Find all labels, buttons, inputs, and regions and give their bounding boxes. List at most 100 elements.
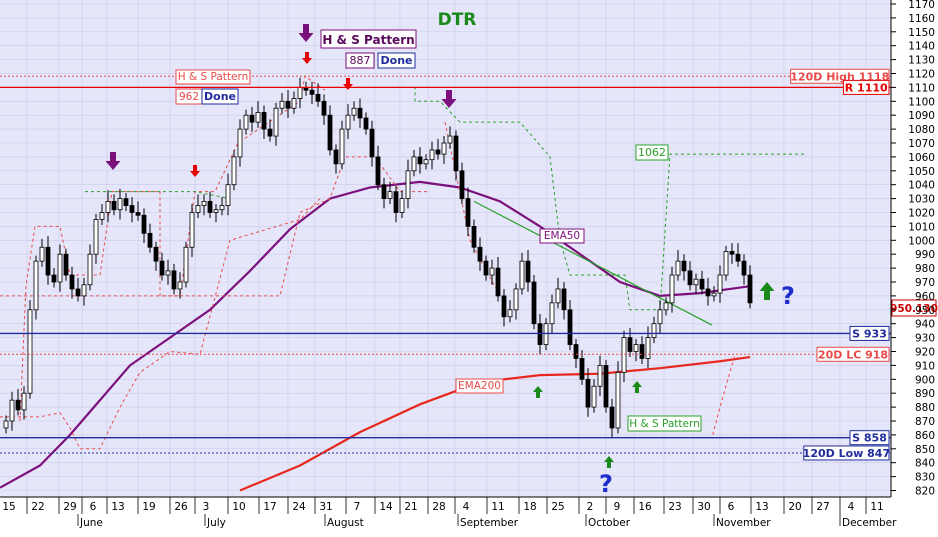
- y-tick-label: 820: [915, 486, 935, 498]
- candle-body: [399, 198, 405, 213]
- red-down-arrow-icon: [343, 78, 353, 90]
- candle-body: [123, 198, 129, 206]
- y-tick-label: 870: [915, 416, 935, 428]
- candle-body: [543, 323, 549, 345]
- candle-body: [93, 219, 99, 255]
- candle-body: [657, 309, 663, 325]
- candle-body: [741, 260, 747, 276]
- candle-body: [477, 246, 483, 262]
- candle-body: [255, 112, 261, 123]
- y-tick-label: 1060: [908, 152, 935, 164]
- y-tick-label: 1130: [908, 55, 935, 67]
- y-tick-label: 1160: [908, 13, 935, 25]
- x-tick-label: 3: [203, 501, 210, 513]
- y-tick-label: 900: [915, 374, 935, 386]
- x-tick-label: 24: [292, 501, 306, 513]
- candle-body: [45, 246, 51, 276]
- candle-body: [687, 270, 693, 286]
- done-top-box: [377, 52, 416, 69]
- candle-body: [489, 267, 495, 276]
- done-left-box: [201, 88, 239, 105]
- axis-background-bottom: [0, 497, 938, 533]
- x-tick-label: 21: [404, 501, 417, 513]
- x-tick-label: 26: [174, 501, 188, 513]
- y-tick-label: 1150: [908, 27, 935, 39]
- y-tick-label: 910: [915, 360, 935, 372]
- done-left: Done: [204, 90, 236, 103]
- candle-body: [87, 253, 93, 286]
- level-label: S 858: [852, 432, 887, 445]
- last-price-box: [891, 299, 937, 317]
- candles: [3, 77, 753, 438]
- candle-body: [297, 87, 303, 99]
- candle-body: [15, 399, 21, 411]
- level-label-box: [816, 346, 890, 362]
- candle-body: [597, 364, 603, 387]
- candle-body: [549, 302, 555, 325]
- x-tick-label: 6: [90, 501, 97, 513]
- candle-body: [105, 200, 111, 213]
- y-tick-label: 880: [915, 402, 935, 414]
- candle-body: [261, 112, 267, 130]
- candle-body: [357, 107, 363, 119]
- x-tick-label: 2: [587, 501, 594, 513]
- y-tick-label: 1100: [908, 96, 935, 108]
- candle-body: [459, 170, 465, 200]
- candle-body: [573, 344, 579, 359]
- y-tick-label: 940: [915, 319, 935, 331]
- purple-down-arrow-icon: [441, 90, 457, 108]
- candle-body: [411, 156, 417, 172]
- y-tick-label: 920: [915, 347, 935, 359]
- x-month-label: October: [588, 517, 631, 529]
- stop-line-green-2: [390, 86, 805, 311]
- candle-body: [9, 399, 15, 422]
- purple-down-arrow-icon: [105, 152, 121, 170]
- candle-body: [315, 93, 321, 102]
- candle-body: [423, 159, 429, 165]
- y-tick-label: 1120: [908, 69, 935, 81]
- level-label-box: [849, 325, 890, 341]
- y-tick-label: 1020: [908, 208, 935, 220]
- candle-body: [81, 284, 87, 297]
- candle-body: [147, 232, 153, 248]
- x-tick-label: 9: [614, 501, 621, 513]
- stop-line-mid: [0, 156, 430, 297]
- last-price-label: 950.130: [890, 303, 938, 315]
- y-tick-label: 980: [915, 263, 935, 275]
- candle-body: [675, 260, 681, 276]
- x-tick-label: 11: [870, 501, 883, 513]
- y-tick-label: 1140: [908, 41, 935, 53]
- purple-down-arrow-icon: [298, 24, 314, 42]
- candle-body: [441, 142, 447, 155]
- axis-background-right: [891, 0, 938, 533]
- x-tick-label: 14: [379, 501, 393, 513]
- candle-body: [747, 274, 753, 304]
- y-tick-label: 990: [915, 249, 935, 261]
- candle-body: [57, 253, 63, 283]
- green-up-arrow-icon: [632, 381, 642, 393]
- candle-body: [531, 281, 537, 325]
- level-label: S 933: [852, 327, 887, 340]
- x-tick-label: 4: [848, 501, 855, 513]
- candle-body: [471, 225, 477, 248]
- candle-body: [285, 100, 291, 109]
- candle-body: [567, 309, 573, 345]
- y-tick-label: 1010: [908, 221, 935, 233]
- candle-body: [165, 270, 171, 276]
- candle-body: [645, 337, 651, 359]
- level-label-box: [842, 79, 890, 95]
- x-tick-label: 10: [232, 501, 245, 513]
- candle-body: [561, 288, 567, 311]
- annotations: H & S Pattern 887 Done H & S Pattern 962 Done…: [105, 24, 795, 498]
- x-tick-label: 4: [463, 501, 470, 513]
- target-887-box: [345, 52, 375, 69]
- candle-body: [435, 149, 441, 155]
- x-month-label: November: [716, 517, 771, 529]
- x-tick-label: 22: [31, 501, 44, 513]
- candle-body: [453, 135, 459, 172]
- target-962: 962: [179, 91, 199, 103]
- candle-body: [243, 114, 249, 130]
- y-tick-label: 890: [915, 388, 935, 400]
- candle-body: [51, 274, 57, 283]
